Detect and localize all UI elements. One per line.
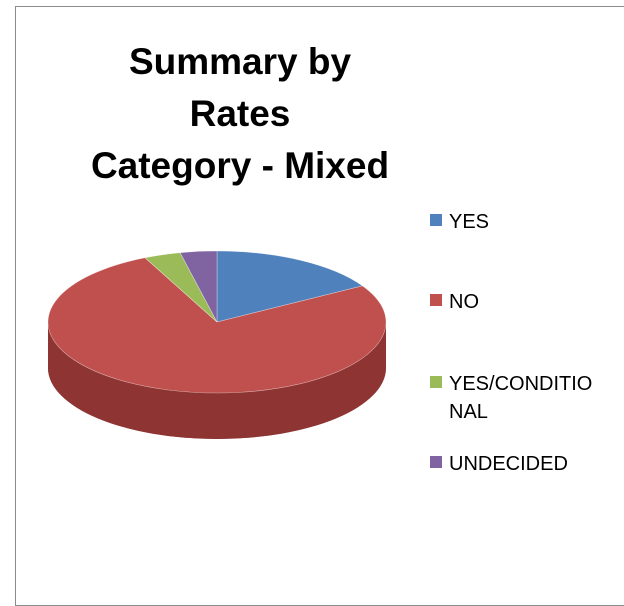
legend-item-yes: YES [430, 208, 609, 236]
legend-label-yes: YES [449, 208, 609, 236]
legend-label-yes-conditional-line-1: YES/CONDITIO [449, 373, 593, 395]
pie-slice-no [47, 257, 387, 394]
legend-label-no-text: NO [449, 291, 479, 313]
pie-slice-yes [216, 250, 364, 323]
legend-label-yes-conditional-line-2: NAL [449, 401, 488, 423]
legend-label-undecided-text: UNDECIDED [449, 453, 568, 475]
legend-swatch-no [430, 294, 442, 306]
legend-label-yes-conditional: YES/CONDITIO NAL [449, 370, 609, 426]
legend-swatch-yes [430, 214, 442, 226]
legend-item-no: NO [430, 288, 609, 316]
pie-side-no [48, 322, 386, 439]
legend-label-undecided: UNDECIDED [449, 450, 609, 478]
legend-swatch-undecided [430, 456, 442, 468]
legend-swatch-yes-conditional [430, 376, 442, 388]
pie-slice-undecided [179, 250, 218, 323]
chart-title-line-1: Summary by Rates [128, 41, 352, 134]
pie-chart [47, 250, 387, 439]
legend-item-undecided: UNDECIDED [430, 450, 609, 478]
chart-title: Summary by Rates Category - Mixed [90, 36, 390, 192]
legend-item-yes-conditional: YES/CONDITIO NAL [430, 370, 609, 426]
chart-title-line-2: Category - Mixed [90, 145, 390, 186]
legend-label-yes-text: YES [449, 211, 490, 233]
legend-label-no: NO [449, 288, 609, 316]
